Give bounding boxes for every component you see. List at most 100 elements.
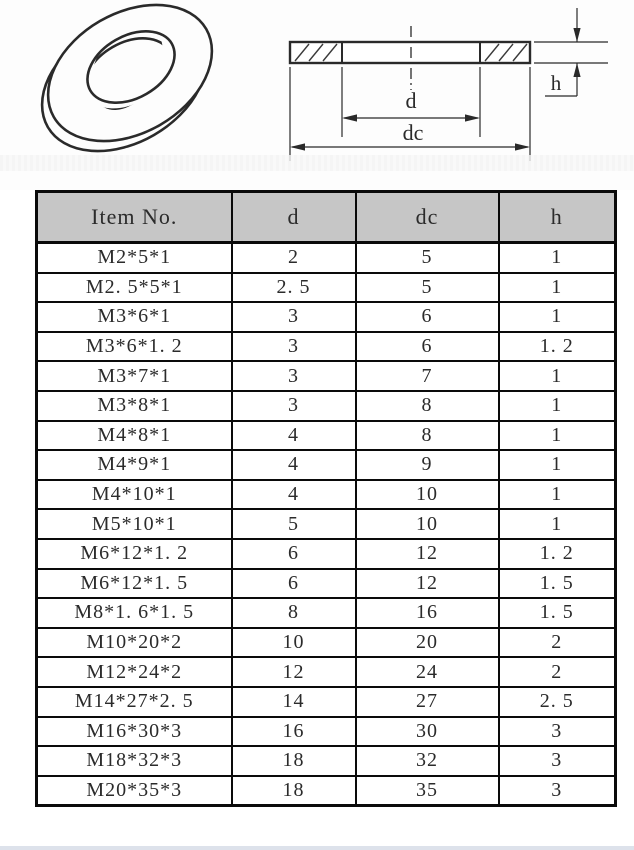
cell-item-no: M20*35*3 (35, 774, 233, 808)
dim-label-dc: dc (403, 120, 424, 145)
cell-item-no: M4*8*1 (35, 419, 233, 452)
cell-h: 2 (497, 626, 617, 659)
cell-dc: 5 (354, 271, 500, 304)
cell-dc: 32 (354, 745, 500, 777)
cell-h: 1 (497, 508, 617, 540)
cell-dc: 35 (354, 774, 500, 808)
page-bottom-strip (0, 846, 634, 850)
dim-label-d: d (406, 88, 417, 113)
cell-h: 1 (497, 360, 617, 392)
cell-d: 2. 5 (230, 271, 357, 304)
cell-h: 1. 2 (497, 330, 617, 363)
table-row: M4*9*1 4 9 1 (35, 449, 617, 481)
cell-d: 18 (230, 774, 357, 808)
cell-d: 8 (230, 597, 357, 629)
cell-d: 4 (230, 419, 357, 452)
cell-d: 3 (230, 301, 357, 333)
cell-dc: 27 (354, 685, 500, 718)
cell-h: 1 (497, 478, 617, 511)
cell-h: 1. 5 (497, 567, 617, 600)
cell-item-no: M12*24*2 (35, 656, 233, 688)
dimension-h: h (534, 8, 608, 97)
cell-item-no: M2. 5*5*1 (35, 271, 233, 304)
cell-h: 1 (497, 271, 617, 304)
cell-dc: 9 (354, 449, 500, 481)
cell-dc: 8 (354, 419, 500, 452)
cell-d: 3 (230, 330, 357, 363)
photo-edge-band (0, 155, 634, 171)
cell-dc: 12 (354, 537, 500, 570)
cell-item-no: M3*6*1 (35, 301, 233, 333)
table-row: M12*24*2 12 24 2 (35, 656, 617, 688)
washer-diagram-area: d dc h (0, 0, 634, 190)
cell-h: 1 (497, 389, 617, 422)
table-row: M10*20*2 10 20 2 (35, 626, 617, 659)
cell-h: 3 (497, 745, 617, 777)
header-dc: dc (354, 190, 500, 244)
dim-label-h: h (551, 71, 562, 95)
table-row: M16*30*3 16 30 3 (35, 715, 617, 748)
table-row: M14*27*2. 5 14 27 2. 5 (35, 685, 617, 718)
cell-item-no: M18*32*3 (35, 745, 233, 777)
cell-dc: 12 (354, 567, 500, 600)
table-row: M4*10*1 4 10 1 (35, 478, 617, 511)
cell-d: 5 (230, 508, 357, 540)
cell-dc: 7 (354, 360, 500, 392)
cell-h: 2. 5 (497, 685, 617, 718)
hatch-left (294, 43, 338, 62)
cell-item-no: M3*6*1. 2 (35, 330, 233, 363)
cell-item-no: M4*10*1 (35, 478, 233, 511)
cell-h: 1 (497, 301, 617, 333)
cell-item-no: M14*27*2. 5 (35, 685, 233, 718)
cell-dc: 10 (354, 508, 500, 540)
table-row: M6*12*1. 2 6 12 1. 2 (35, 537, 617, 570)
cell-d: 14 (230, 685, 357, 718)
header-h: h (497, 190, 617, 244)
washer-technical-drawing: d dc h (40, 3, 608, 161)
washer-section-view (288, 26, 532, 90)
cell-dc: 10 (354, 478, 500, 511)
table-row: M2*5*1 2 5 1 (35, 241, 617, 274)
cell-item-no: M3*8*1 (35, 389, 233, 422)
cell-dc: 6 (354, 330, 500, 363)
cell-dc: 6 (354, 301, 500, 333)
cell-dc: 20 (354, 626, 500, 659)
cell-item-no: M2*5*1 (35, 241, 233, 274)
cell-d: 10 (230, 626, 357, 659)
cell-h: 1 (497, 241, 617, 274)
cell-d: 4 (230, 478, 357, 511)
table-row: M6*12*1. 5 6 12 1. 5 (35, 567, 617, 600)
cell-dc: 16 (354, 597, 500, 629)
cell-d: 4 (230, 449, 357, 481)
cell-d: 12 (230, 656, 357, 688)
cell-item-no: M6*12*1. 5 (35, 567, 233, 600)
cell-item-no: M6*12*1. 2 (35, 537, 233, 570)
dimension-dc: dc (289, 67, 531, 161)
cell-dc: 30 (354, 715, 500, 748)
cell-d: 6 (230, 567, 357, 600)
cell-h: 1. 2 (497, 537, 617, 570)
cell-d: 3 (230, 360, 357, 392)
cell-item-no: M16*30*3 (35, 715, 233, 748)
table-row: M3*7*1 3 7 1 (35, 360, 617, 392)
cell-d: 16 (230, 715, 357, 748)
cell-item-no: M10*20*2 (35, 626, 233, 659)
table-row: M8*1. 6*1. 5 8 16 1. 5 (35, 597, 617, 629)
header-row: Item No. d dc h (35, 190, 617, 244)
cell-item-no: M5*10*1 (35, 508, 233, 540)
hatch-right (484, 43, 528, 62)
dimension-d: d (341, 67, 481, 137)
table-row: M3*8*1 3 8 1 (35, 389, 617, 422)
cell-item-no: M8*1. 6*1. 5 (35, 597, 233, 629)
cell-item-no: M3*7*1 (35, 360, 233, 392)
cell-h: 1. 5 (497, 597, 617, 629)
table-row: M3*6*1 3 6 1 (35, 301, 617, 333)
cell-h: 1 (497, 419, 617, 452)
cell-d: 2 (230, 241, 357, 274)
cell-h: 3 (497, 774, 617, 808)
cell-d: 6 (230, 537, 357, 570)
cell-item-no: M4*9*1 (35, 449, 233, 481)
